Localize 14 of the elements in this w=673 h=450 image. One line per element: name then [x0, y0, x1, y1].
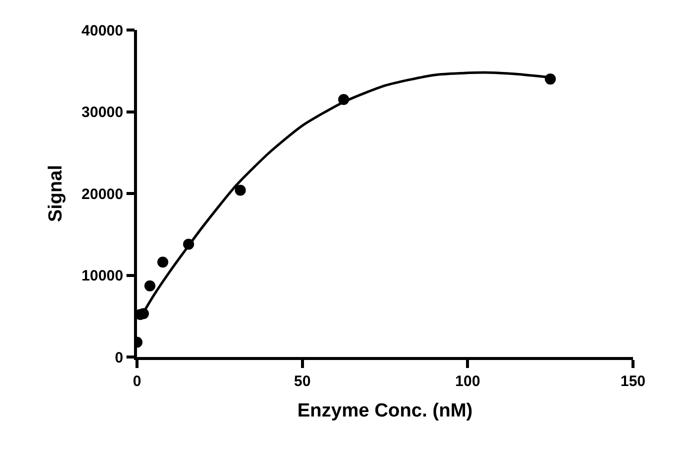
x-tick-label: 100 — [455, 372, 480, 390]
y-tick-label: 10000 — [82, 268, 124, 284]
x-tick-label: 150 — [620, 372, 646, 390]
point — [157, 256, 168, 268]
point — [234, 184, 246, 196]
y-tick-label: 30000 — [82, 104, 124, 121]
point — [144, 280, 156, 292]
y-axis-title: Signal — [45, 164, 66, 222]
x-tick-label: 50 — [294, 372, 311, 390]
x-axis-title: Enzyme Conc. (nM) — [297, 400, 473, 422]
x-tick-label: 0 — [132, 372, 142, 390]
y-tick-label: 40000 — [82, 22, 124, 40]
y-tick-label: 20000 — [82, 186, 124, 203]
y-tick-label: 0 — [114, 349, 124, 366]
